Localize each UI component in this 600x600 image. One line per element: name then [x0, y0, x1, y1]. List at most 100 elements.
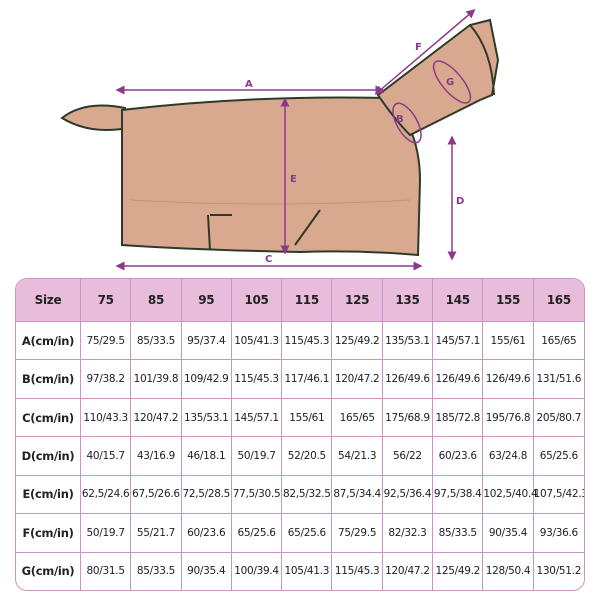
table-cell: 165/65	[533, 322, 584, 361]
table-cell: 90/35.4	[483, 514, 534, 553]
tail-flap	[60, 104, 130, 131]
table-cell: 120/47.2	[131, 398, 182, 438]
table-cell: 87,5/34.4	[332, 475, 383, 515]
size-column-header: 145	[433, 279, 484, 322]
row-label: E(cm/in)	[16, 475, 81, 515]
table-cell: 126/49.6	[382, 360, 434, 399]
table-cell: 126/49.6	[433, 360, 484, 399]
ring-b	[392, 102, 422, 144]
table-cell: 109/42.9	[181, 360, 232, 399]
header-row: Size 75 85 95 105 115 125 135 145 155 165	[16, 279, 584, 322]
table-cell: 63/24.8	[483, 437, 534, 476]
size-header: Size	[16, 279, 81, 322]
table-cell: 145/57.1	[433, 322, 484, 361]
table-cell: 97,5/38.4	[433, 475, 484, 515]
table-cell: 65/25.6	[533, 437, 584, 476]
table-row: E(cm/in) 62,5/24.6 67,5/26.6 72,5/28.5 77,5/…	[16, 475, 584, 515]
table-row: A(cm/in) 75/29.5 85/33.5 95/37.4 105/41.3 115…	[16, 322, 584, 361]
table-cell: 56/22	[382, 437, 434, 476]
row-label: F(cm/in)	[16, 514, 81, 553]
table-cell: 54/21.3	[332, 437, 383, 476]
table-cell: 126/49.6	[483, 360, 534, 399]
table-cell: 128/50.4	[483, 552, 534, 590]
table-cell: 135/53.1	[382, 322, 434, 361]
table-cell: 135/53.1	[181, 398, 232, 438]
table-cell: 131/51.6	[533, 360, 584, 399]
size-column-header: 155	[483, 279, 534, 322]
table-cell: 67,5/26.6	[131, 475, 182, 515]
arrow-f	[374, 9, 476, 95]
blanket-diagram: A B C D E F G	[60, 9, 500, 271]
label-b: B	[396, 114, 404, 125]
label-f: F	[415, 42, 422, 53]
label-e: E	[290, 174, 297, 185]
table-cell: 80/31.5	[81, 552, 132, 590]
table-cell: 115/45.3	[231, 360, 283, 399]
table-cell: 102,5/40.4	[483, 475, 538, 515]
table-cell: 72,5/28.5	[181, 475, 232, 515]
table-cell: 52/20.5	[282, 437, 333, 476]
table-cell: 60/23.6	[433, 437, 484, 476]
table-cell: 77,5/30.5	[231, 475, 283, 515]
table-cell: 82,5/32.5	[282, 475, 333, 515]
table-cell: 125/49.2	[332, 322, 383, 361]
table-cell: 85/33.5	[433, 514, 484, 553]
row-label: G(cm/in)	[16, 552, 81, 590]
table-cell: 62,5/24.6	[81, 475, 132, 515]
table-cell: 110/43.3	[81, 398, 132, 438]
table-cell: 93/36.6	[533, 514, 584, 553]
table-cell: 105/41.3	[282, 552, 333, 590]
table-cell: 40/15.7	[81, 437, 132, 476]
table-row: F(cm/in) 50/19.7 55/21.7 60/23.6 65/25.6 65/2…	[16, 514, 584, 553]
table-cell: 82/32.3	[382, 514, 434, 553]
table-cell: 100/39.4	[232, 552, 283, 590]
table-cell: 97/38.2	[81, 360, 132, 399]
table-cell: 185/72.8	[433, 398, 484, 438]
table-cell: 65/25.6	[231, 514, 283, 553]
table-cell: 155/61	[483, 322, 534, 361]
size-column-header: 135	[382, 279, 434, 322]
size-column-header: 125	[332, 279, 383, 322]
table-cell: 50/19.7	[81, 514, 132, 553]
table-cell: 195/76.8	[483, 398, 534, 438]
label-d: D	[456, 196, 464, 207]
table-cell: 115/45.3	[332, 552, 383, 590]
label-c: C	[265, 254, 272, 265]
table-cell: 145/57.1	[231, 398, 283, 438]
table-cell: 117/46.1	[282, 360, 333, 399]
belly-strap	[207, 209, 321, 251]
table-cell: 115/45.3	[282, 322, 333, 361]
blanket-body	[121, 96, 422, 257]
size-column-header: 75	[81, 279, 132, 322]
size-column-header: 85	[131, 279, 182, 322]
table-cell: 60/23.6	[181, 514, 232, 553]
row-label: B(cm/in)	[16, 360, 81, 399]
table-cell: 105/41.3	[231, 322, 283, 361]
label-a: A	[245, 79, 253, 90]
size-column-header: 115	[282, 279, 333, 322]
table-cell: 120/47.2	[332, 360, 383, 399]
table-cell: 50/19.7	[231, 437, 283, 476]
table-cell: 165/65	[332, 398, 383, 438]
row-label: D(cm/in)	[16, 437, 81, 476]
table-cell: 43/16.9	[131, 437, 182, 476]
table-cell: 65/25.6	[282, 514, 333, 553]
row-label: C(cm/in)	[16, 398, 81, 438]
table-cell: 175/68.9	[382, 398, 434, 438]
table-cell: 85/33.5	[131, 322, 182, 361]
table-cell: 46/18.1	[181, 437, 232, 476]
table-cell: 75/29.5	[332, 514, 383, 553]
table-cell: 90/35.4	[182, 552, 232, 590]
table-row: D(cm/in) 40/15.7 43/16.9 46/18.1 50/19.7 52/2…	[16, 437, 584, 476]
table-row: C(cm/in) 110/43.3 120/47.2 135/53.1 145/57.1…	[16, 398, 584, 438]
table-cell: 125/49.2	[433, 552, 484, 590]
table-cell: 155/61	[282, 398, 333, 438]
table-cell: 107,5/42.3	[533, 476, 584, 515]
label-g: G	[446, 77, 454, 88]
size-column-header: 95	[181, 279, 232, 322]
table-cell: 130/51.2	[536, 565, 582, 578]
table-cell: 55/21.7	[131, 514, 182, 553]
table-cell: 120/47.2	[383, 552, 434, 590]
ring-g	[432, 60, 472, 104]
table-row: G(cm/in) 80/31.5 85/33.5 90/35.4 100/39.4 105…	[16, 552, 584, 590]
